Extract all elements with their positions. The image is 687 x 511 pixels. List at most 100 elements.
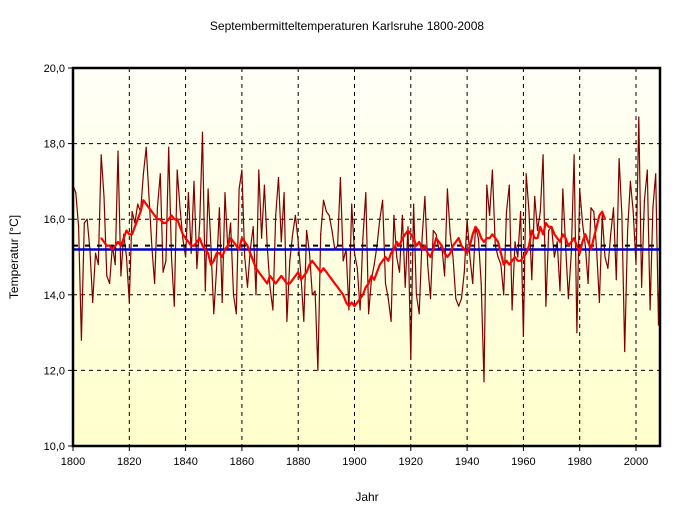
smoothed-point [500,252,502,255]
smoothed-point [542,233,544,236]
smoothed-point [381,259,384,262]
annual-point [244,256,246,258]
annual-point [458,305,460,307]
annual-point [255,294,257,296]
annual-point [100,154,102,156]
annual-point [269,286,271,288]
annual-point [213,313,215,315]
annual-point [230,222,232,224]
smoothed-point [255,267,257,270]
smoothed-point [305,271,308,273]
smoothed-point [353,305,356,307]
annual-point [590,207,592,209]
annual-point [339,177,342,179]
smoothed-point [314,263,316,266]
annual-point [362,237,364,239]
annual-point [629,180,631,182]
annual-point [646,169,648,171]
annual-point [83,222,85,224]
annual-point [435,233,437,235]
smoothed-point [238,248,240,251]
annual-point [531,279,533,281]
annual-point [539,211,541,213]
smoothed-point [153,214,156,217]
annual-point [615,279,617,281]
smoothed-point [272,278,274,281]
annual-point [579,188,581,190]
smoothed-point [587,241,589,243]
annual-point [193,180,195,182]
annual-point [128,301,130,303]
smoothed-point [449,252,452,255]
annual-point [669,203,670,204]
smoothed-point [455,241,457,243]
smoothed-point [494,237,497,239]
smoothed-point [564,237,567,239]
smoothed-point [367,282,370,285]
smoothed-point [263,278,266,281]
smoothed-point [274,282,277,285]
x-axis-label: Jahr [355,490,378,504]
smoothed-point [401,237,404,239]
annual-point [525,173,527,175]
y-tick-label: 18,0 [44,139,65,151]
smoothed-point [379,263,381,266]
annual-point [460,297,463,300]
x-tick-label: 1900 [342,456,366,468]
smoothed-point [176,218,178,220]
smoothed-point [359,297,361,300]
smoothed-point [595,225,598,228]
smoothed-point [373,278,376,281]
annual-series [73,116,670,383]
smoothed-point [466,252,468,255]
annual-point [78,226,80,228]
smoothed-point [198,237,201,239]
annual-point [573,154,575,156]
annual-point [424,195,426,198]
smoothed-point [474,225,477,228]
smoothed-point [221,256,223,258]
annual-point [311,294,313,296]
smoothed-point [508,263,511,266]
smoothed-point [162,222,164,224]
smoothed-point [424,244,426,247]
smoothed-point [291,278,294,281]
smoothed-point [103,241,105,243]
smoothed-point [210,263,212,266]
smoothed-point [122,237,125,239]
x-tick-label: 1980 [567,456,591,468]
y-tick-label: 12,0 [44,365,65,377]
smoothed-point [286,282,288,285]
annual-point [432,229,434,232]
annual-point [446,188,448,190]
smoothed-point [252,259,254,262]
annual-point [154,282,156,285]
smoothed-point [471,233,474,236]
smoothed-point [536,237,539,239]
annual-point [125,256,128,258]
annual-point [238,188,240,190]
annual-point [548,229,550,232]
annual-point [252,226,254,228]
smoothed-point [390,252,392,255]
annual-point [218,207,220,209]
x-tick-label: 1880 [286,456,310,468]
annual-point [289,260,291,262]
annual-point [303,320,305,322]
smoothed-point [201,244,204,247]
annual-point [576,332,578,334]
annual-point [94,252,97,254]
smoothed-point [398,244,401,247]
annual-point [114,263,116,266]
smoothed-point [415,244,418,247]
smoothed-point [131,233,133,236]
smoothed-point [511,259,513,262]
smoothed-point [190,244,193,247]
annual-point [373,263,375,266]
annual-point [618,158,620,160]
smoothed-point [364,286,367,289]
smoothed-point [578,252,581,255]
smoothed-point [308,263,311,266]
y-axis-label: Temperatur [°C] [7,215,21,299]
annual-point [168,146,170,148]
